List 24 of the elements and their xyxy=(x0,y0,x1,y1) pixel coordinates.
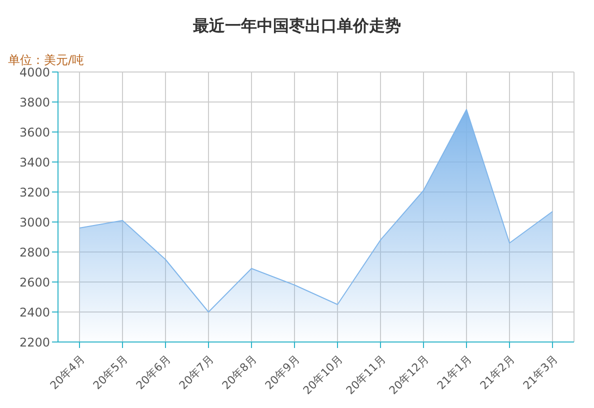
y-tick-label: 3800 xyxy=(19,95,50,110)
y-tick-label: 3600 xyxy=(19,125,50,140)
x-tick-label: 20年8月 xyxy=(220,352,260,392)
y-tick-label: 3400 xyxy=(19,155,50,170)
y-tick-label: 3200 xyxy=(19,185,50,200)
y-tick-label: 3000 xyxy=(19,215,50,230)
y-axis-title: 单位：美元/吨 xyxy=(8,52,84,68)
x-tick-label: 20年4月 xyxy=(48,352,88,392)
x-tick-label: 20年10月 xyxy=(300,352,346,398)
chart-title: 最近一年中国枣出口单价走势 xyxy=(192,16,402,37)
y-tick-label: 2800 xyxy=(19,245,50,260)
y-tick-label: 4000 xyxy=(19,65,50,80)
x-tick-label: 20年5月 xyxy=(90,352,130,392)
x-tick-label: 20年6月 xyxy=(134,352,174,392)
y-tick-label: 2400 xyxy=(19,305,50,320)
y-tick-label: 2600 xyxy=(19,275,50,290)
x-tick-label: 21年3月 xyxy=(520,352,560,392)
y-tick-label: 2200 xyxy=(19,335,50,350)
x-tick-label: 21年2月 xyxy=(478,352,518,392)
x-tick-label: 20年11月 xyxy=(344,352,388,398)
x-tick-label: 20年12月 xyxy=(386,352,432,398)
x-tick-label: 20年9月 xyxy=(262,352,302,392)
x-tick-label: 21年1月 xyxy=(434,352,474,392)
x-tick-label: 20年7月 xyxy=(176,352,216,392)
